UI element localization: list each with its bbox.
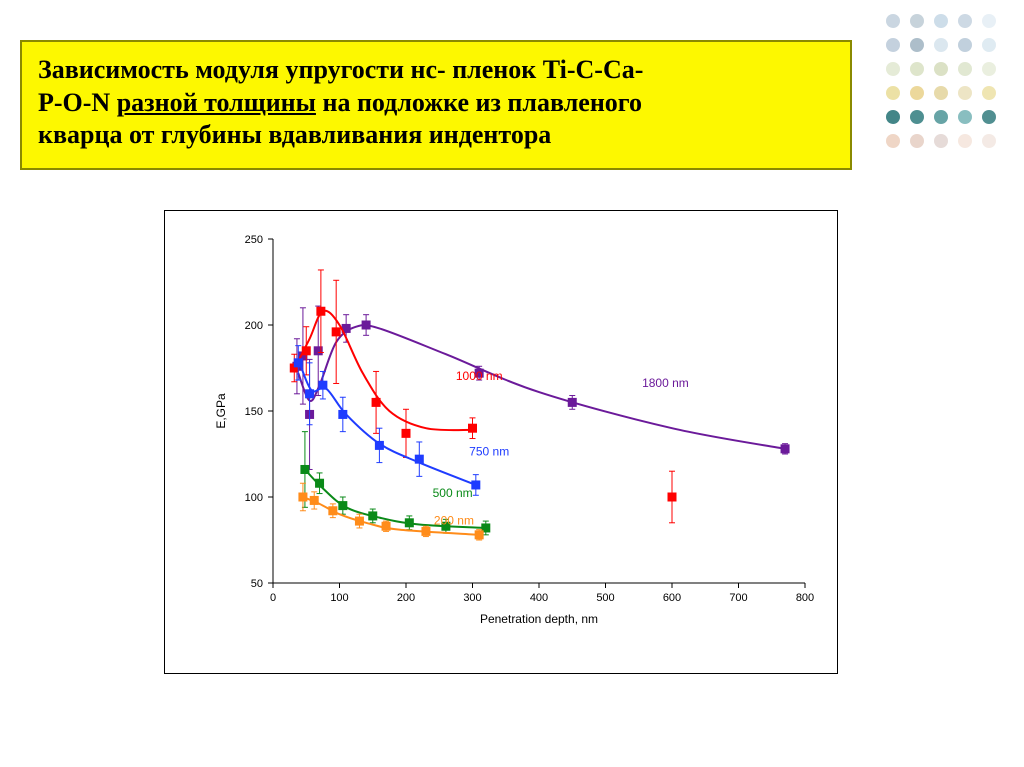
decorative-dot — [886, 110, 900, 124]
decorative-dot — [910, 62, 924, 76]
title-line1: Зависимость модуля упругости нс- пленок … — [38, 55, 643, 84]
decorative-dot — [934, 38, 948, 52]
decorative-dot — [982, 86, 996, 100]
svg-text:150: 150 — [245, 406, 263, 418]
decorative-dot — [934, 62, 948, 76]
title-line2a: P-O-N — [38, 88, 117, 117]
decorative-dot — [910, 110, 924, 124]
decorative-dot — [886, 134, 900, 148]
series-label: 500 nm — [433, 486, 473, 500]
series-label: 200 nm — [434, 514, 474, 528]
slide: Зависимость модуля упругости нс- пленок … — [0, 0, 1024, 767]
svg-text:200: 200 — [397, 592, 415, 604]
decorative-dot — [958, 134, 972, 148]
decorative-dot — [934, 86, 948, 100]
decorative-dot — [982, 110, 996, 124]
decorative-dot — [886, 38, 900, 52]
svg-text:800: 800 — [796, 592, 814, 604]
decorative-dot — [910, 134, 924, 148]
decorative-dot — [958, 62, 972, 76]
decorative-dot — [886, 62, 900, 76]
decorative-dot — [958, 14, 972, 28]
series-label: 1000 nm — [456, 369, 503, 383]
decorative-dot — [886, 86, 900, 100]
decorative-dot — [910, 14, 924, 28]
decorative-dot — [982, 62, 996, 76]
slide-title: Зависимость модуля упругости нс- пленок … — [20, 40, 852, 170]
svg-text:600: 600 — [663, 592, 681, 604]
svg-text:50: 50 — [251, 578, 263, 590]
series-label: 750 nm — [469, 445, 509, 459]
decorative-dot — [934, 134, 948, 148]
decorative-dot — [958, 86, 972, 100]
decorative-dot — [910, 86, 924, 100]
svg-text:100: 100 — [330, 592, 348, 604]
decorative-dot — [886, 14, 900, 28]
series-label: 1800 nm — [642, 376, 689, 390]
decorative-dot — [982, 14, 996, 28]
decorative-dot — [934, 14, 948, 28]
decorative-dot — [910, 38, 924, 52]
svg-text:E,GPa: E,GPa — [214, 393, 228, 429]
modulus-vs-depth-chart: 0 100 200 300 400 500 600 700 800 Penetration dep… — [165, 211, 839, 675]
svg-text:Penetration depth, nm: Penetration depth, nm — [480, 612, 598, 626]
decorative-dot — [958, 38, 972, 52]
svg-text:100: 100 — [245, 492, 263, 504]
svg-text:200: 200 — [245, 320, 263, 332]
decorative-dot — [982, 38, 996, 52]
title-line3: кварца от глубины вдавливания индентора — [38, 120, 551, 149]
svg-text:0: 0 — [270, 592, 276, 604]
decorative-dot — [934, 110, 948, 124]
decorative-dot — [958, 110, 972, 124]
title-line2u: разной толщины — [117, 88, 316, 117]
svg-text:300: 300 — [463, 592, 481, 604]
svg-text:250: 250 — [245, 234, 263, 246]
title-line2b: на подложке из плавленого — [316, 88, 642, 117]
svg-text:700: 700 — [729, 592, 747, 604]
svg-text:400: 400 — [530, 592, 548, 604]
chart-container: 0 100 200 300 400 500 600 700 800 Penetration dep… — [164, 210, 838, 674]
decorative-dot — [982, 134, 996, 148]
svg-text:500: 500 — [596, 592, 614, 604]
